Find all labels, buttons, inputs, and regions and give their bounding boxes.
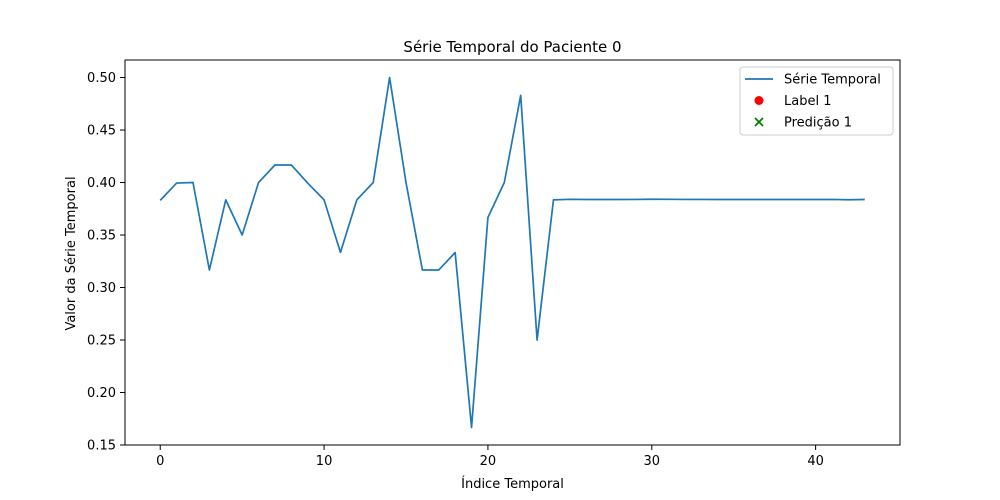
y-tick-label: 0.50 [87, 71, 116, 86]
legend-label: Série Temporal [784, 73, 881, 88]
x-tick-label: 30 [643, 454, 660, 469]
plot-area [124, 59, 901, 446]
legend-x-marker [754, 117, 764, 127]
legend-item: Predição 1 [754, 116, 852, 131]
y-axis-label: Valor da Série Temporal [64, 176, 79, 330]
y-tick-label: 0.35 [87, 229, 116, 244]
y-tick-label: 0.30 [87, 281, 116, 296]
y-tick-label: 0.20 [87, 386, 116, 401]
chart-title: Série Temporal do Paciente 0 [403, 38, 621, 56]
y-tick-label: 0.40 [87, 176, 116, 191]
y-tick-label: 0.25 [87, 334, 116, 349]
legend-dot-marker [754, 96, 764, 105]
legend-item: Label 1 [754, 94, 831, 109]
legend: Série Temporal Label 1 Predição 1 [739, 66, 894, 136]
legend-label: Label 1 [784, 94, 831, 109]
x-tick-label: 10 [316, 454, 333, 469]
x-axis-ticks: 0 10 20 30 40 [156, 445, 824, 469]
legend-label: Predição 1 [784, 116, 852, 131]
legend-item: Série Temporal [745, 73, 881, 88]
x-tick-label: 40 [807, 454, 824, 469]
series-line [159, 76, 865, 429]
x-axis-label: Índice Temporal [461, 476, 564, 492]
legend-box [739, 66, 894, 136]
series-layer [159, 76, 865, 429]
y-tick-label: 0.15 [87, 439, 116, 454]
x-tick-label: 20 [480, 454, 497, 469]
x-tick-label: 0 [156, 454, 164, 469]
y-axis-ticks: 0.15 0.20 0.25 0.30 0.35 0.40 0.45 0.50 [87, 71, 125, 454]
y-tick-label: 0.45 [87, 124, 116, 139]
axes-frame [124, 59, 901, 446]
